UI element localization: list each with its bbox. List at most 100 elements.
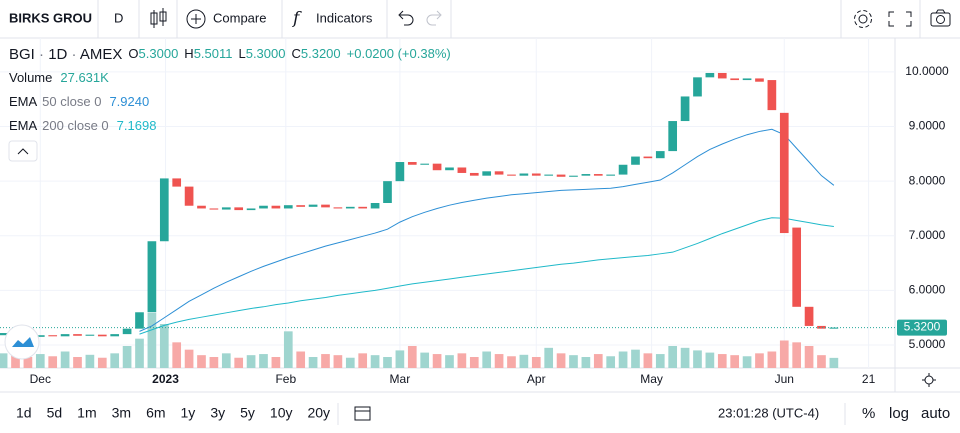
candle-body [705, 72, 715, 78]
volume-bar [469, 357, 479, 368]
candle-body [817, 325, 826, 329]
candle-body [445, 167, 454, 171]
volume-bar [395, 350, 405, 368]
volume-bar [544, 347, 554, 368]
volume-bar [135, 338, 144, 368]
candle-body [767, 80, 777, 111]
volume-bar [742, 356, 752, 368]
log-toggle[interactable]: log [889, 405, 909, 422]
candle-body [420, 163, 430, 165]
range-button[interactable]: 1d [16, 405, 32, 421]
candle-body [469, 172, 479, 176]
x-tick-label: Mar [390, 372, 411, 386]
candle-body [48, 335, 58, 337]
candle-body [308, 204, 318, 207]
candle-body [370, 203, 380, 209]
candle-body [755, 78, 764, 82]
volume-bar [308, 357, 318, 368]
range-button[interactable]: 3y [210, 405, 225, 421]
candle-body [829, 327, 839, 329]
legend-ema200: EMA 200 close 0 7.1698 [9, 118, 156, 133]
ema-line [139, 128, 835, 332]
redo-icon[interactable] [426, 10, 442, 26]
settings-icon[interactable] [854, 10, 872, 28]
snapshot-icon[interactable] [930, 9, 951, 27]
candle-body [457, 167, 467, 173]
volume-bar [643, 353, 653, 368]
candle-body [110, 334, 120, 337]
volume-bar [271, 357, 281, 368]
volume-bar [705, 352, 715, 368]
range-button[interactable]: 5y [240, 405, 255, 421]
legend-volume: Volume 27.631K [9, 70, 109, 85]
candle-body [259, 205, 268, 209]
auto-toggle[interactable]: auto [921, 405, 950, 422]
axis-settings-icon[interactable] [922, 373, 936, 387]
candle-body [122, 328, 132, 335]
indicators-icon[interactable]: f [291, 9, 302, 29]
volume-bar [556, 353, 566, 368]
y-tick-label: 7.0000 [909, 228, 946, 242]
logo[interactable] [4, 324, 40, 360]
volume-bar [420, 352, 430, 368]
volume-bar [296, 351, 306, 368]
volume-bar [184, 349, 194, 368]
candle-body [60, 334, 70, 337]
candle-body [283, 205, 293, 209]
x-tick-label: Feb [275, 372, 296, 386]
range-button[interactable]: 1y [181, 405, 196, 421]
candle-body [147, 241, 157, 313]
candle-body [184, 186, 194, 206]
candle-body [668, 121, 678, 152]
volume-bar [60, 351, 70, 368]
range-button[interactable]: 3m [112, 405, 131, 421]
candle-body [717, 72, 727, 79]
volume-bar [779, 340, 789, 368]
range-button[interactable]: 1m [77, 405, 96, 421]
compare-icon[interactable] [186, 9, 206, 29]
range-button[interactable]: 20y [307, 405, 330, 421]
volume-bar [717, 354, 727, 368]
legend-ema50: EMA 50 close 0 7.9240 [9, 94, 149, 109]
volume-bar [234, 357, 244, 368]
interval[interactable]: D [114, 10, 123, 25]
candle-body [383, 181, 392, 203]
volume-bar [693, 350, 702, 368]
candle-body [296, 205, 306, 207]
volume-bar [482, 351, 492, 368]
volume-bar [358, 353, 368, 368]
compare-button[interactable]: Compare [213, 10, 266, 25]
range-button[interactable]: 6m [146, 405, 165, 421]
candle-body [742, 78, 752, 81]
symbol-search[interactable]: BIRKS GROU [9, 10, 92, 25]
volume-bar [383, 357, 392, 368]
candle-body [544, 174, 554, 176]
candle-body [556, 174, 566, 177]
x-tick-label: Jun [775, 372, 794, 386]
indicators-button[interactable]: Indicators [316, 10, 373, 25]
fullscreen-icon[interactable] [888, 11, 912, 27]
range-button[interactable]: 10y [270, 405, 293, 421]
undo-icon[interactable] [398, 10, 414, 26]
y-tick-label: 6.0000 [909, 283, 946, 297]
volume-bar [172, 342, 182, 368]
goto-date-icon[interactable] [354, 406, 371, 421]
collapse-legend[interactable] [8, 140, 38, 162]
volume-bar [0, 353, 8, 368]
candle-body [643, 156, 653, 159]
bottom-bar: 23:01:28 (UTC-4) % log auto 1d 5d 1m 3m 6m 1y… [16, 403, 950, 425]
percent-toggle[interactable]: % [862, 405, 875, 422]
legend: BGI · 1D · AMEX O5.3000 H5.5011 L5.3000 C5.3… [8, 46, 451, 162]
candle-body [507, 174, 516, 176]
candle-body [680, 96, 690, 122]
plot [0, 72, 895, 368]
axis-settings-ring[interactable] [924, 375, 934, 385]
candle-body [271, 205, 281, 209]
range-button[interactable]: 5d [47, 405, 63, 421]
x-tick-label: 21 [862, 372, 876, 386]
x-tick-label: 2023 [152, 372, 179, 386]
candle-icon[interactable] [150, 8, 167, 28]
candle-body [159, 178, 169, 242]
volume-bar [370, 355, 380, 368]
volume-bar [122, 346, 132, 368]
